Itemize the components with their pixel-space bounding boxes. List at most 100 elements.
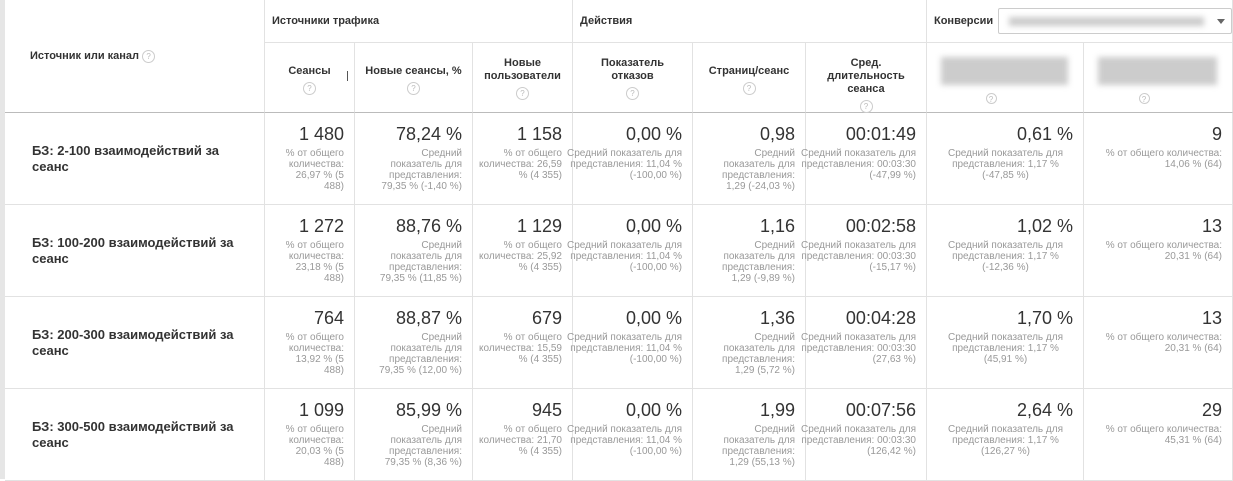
cell-value: 1,70 % xyxy=(1016,308,1073,328)
cell-value: 00:02:58 xyxy=(845,216,916,236)
cell-subtext: Средний показатель для представления: 11… xyxy=(567,148,682,181)
column-header-content: Сред. длительность сеанса? xyxy=(814,57,918,113)
column-header[interactable]: Сред. длительность сеанса? xyxy=(806,43,927,113)
cell-value: 13 xyxy=(1201,216,1222,236)
data-cell: 0,98 Средний показатель для представления… xyxy=(693,113,806,205)
cell-subtext: % от общего количества: 25,92 % (4 355) xyxy=(479,240,562,273)
cell-value: 9 xyxy=(1211,124,1222,144)
cell-subtext: % от общего количества: 26,59 % (4 355) xyxy=(479,148,562,181)
cell-subtext: Средний показатель для представления: 1,… xyxy=(722,240,795,284)
blurred-header xyxy=(941,57,1068,85)
data-cell: 0,00 % Средний показатель для представлен… xyxy=(567,297,693,389)
help-icon: ? xyxy=(626,87,639,100)
cell-value: 00:04:28 xyxy=(845,308,916,328)
row-label-cell: БЗ: 200-300 взаимодействий за сеанс xyxy=(5,297,265,389)
cell-subtext: Средний показатель для представления: 1,… xyxy=(722,332,795,376)
data-cell: 1 272 % от общего количества: 23,18 % (5 … xyxy=(265,205,355,297)
help-icon: ? xyxy=(303,82,316,95)
cell-value: 0,61 % xyxy=(1016,124,1073,144)
cell-subtext: % от общего количества: 14,06 % (64) xyxy=(1105,148,1222,170)
cell-value: 1,36 xyxy=(759,308,795,328)
help-icon: ? xyxy=(859,100,873,113)
blurred-header xyxy=(1098,57,1217,85)
cell-value: 764 xyxy=(313,308,344,328)
cell-value: 1,02 % xyxy=(1016,216,1073,236)
cell-value: 0,00 % xyxy=(625,124,682,144)
cell-subtext: % от общего количества: 13,92 % (5 488) xyxy=(285,332,344,376)
dropdown-arrow xyxy=(1217,19,1225,24)
data-cell: 1 099 % от общего количества: 20,03 % (5 … xyxy=(265,389,355,481)
column-header-content: Показатель отказов? xyxy=(581,57,684,100)
cell-subtext: Средний показатель для представления: 79… xyxy=(379,240,462,284)
cell-value: 13 xyxy=(1201,308,1222,328)
column-header[interactable]: Новые пользователи? xyxy=(473,43,573,113)
cell-subtext: Средний показатель для представления: 79… xyxy=(381,148,462,192)
cell-subtext: % от общего количества: 15,59 % (4 355) xyxy=(479,332,562,365)
help-icon: ? xyxy=(1138,93,1150,104)
cell-value: 88,76 % xyxy=(395,216,462,236)
column-title: Показатель отказов xyxy=(600,57,665,82)
data-cell: 29 % от общего количества: 45,31 % (64) xyxy=(1084,389,1233,481)
data-cell: 1,02 % Средний показатель для представлен… xyxy=(927,205,1084,297)
row-label-title: Источник или канал xyxy=(30,50,140,62)
column-header-content: Новые сеансы, %? xyxy=(363,65,464,95)
group-header: Источники трафика xyxy=(265,0,573,43)
data-cell: 2,64 % Средний показатель для представлен… xyxy=(927,389,1084,481)
column-title: Сред. длительность сеанса xyxy=(827,57,905,95)
data-cell: 00:01:49 Средний показатель для представл… xyxy=(801,113,927,205)
data-cell: 0,61 % Средний показатель для представлен… xyxy=(927,113,1084,205)
cell-subtext: Средний показатель для представления: 1,… xyxy=(948,148,1063,181)
cell-subtext: Средний показатель для представления: 1,… xyxy=(722,148,795,192)
column-title: Страниц/сеанс xyxy=(708,65,790,77)
cell-value: 00:07:56 xyxy=(845,400,916,420)
row-label: БЗ: 200-300 взаимодействий за сеанс xyxy=(32,327,234,358)
group-title: Источники трафика xyxy=(272,15,380,27)
row-label-cell: БЗ: 300-500 взаимодействий за сеанс xyxy=(5,389,265,481)
help-row: ? xyxy=(481,87,564,100)
help-icon: ? xyxy=(985,93,997,104)
row-label: БЗ: 100-200 взаимодействий за сеанс xyxy=(32,235,234,266)
data-cell: 78,24 % Средний показатель для представле… xyxy=(355,113,473,205)
data-cell: 0,00 % Средний показатель для представлен… xyxy=(567,205,693,297)
dropdown[interactable] xyxy=(998,8,1232,34)
cell-subtext: % от общего количества: 20,31 % (64) xyxy=(1105,332,1222,354)
cell-value: 0,98 xyxy=(759,124,795,144)
data-cell: 88,87 % Средний показатель для представле… xyxy=(355,297,473,389)
column-header: ? xyxy=(1084,43,1233,113)
dropdown-blurred-text xyxy=(1009,17,1204,26)
data-cell: 1 158 % от общего количества: 26,59 % (4 … xyxy=(473,113,573,205)
column-header[interactable]: Страниц/сеанс? xyxy=(693,43,806,113)
help-icon: ? xyxy=(516,87,529,100)
data-cell: 1,70 % Средний показатель для представлен… xyxy=(927,297,1084,389)
cell-subtext: Средний показатель для представления: 79… xyxy=(384,424,462,468)
cell-subtext: Средний показатель для представления: 11… xyxy=(567,240,682,273)
data-cell: 1 480 % от общего количества: 26,97 % (5 … xyxy=(265,113,355,205)
data-cell: 9 % от общего количества: 14,06 % (64) xyxy=(1084,113,1233,205)
data-cell: 85,99 % Средний показатель для представле… xyxy=(355,389,473,481)
cell-subtext: % от общего количества: 20,03 % (5 488) xyxy=(285,424,344,468)
cell-value: 1 099 xyxy=(298,400,344,420)
column-header[interactable]: Показатель отказов? xyxy=(573,43,693,113)
data-cell: 13 % от общего количества: 20,31 % (64) xyxy=(1084,297,1233,389)
cell-subtext: % от общего количества: 21,70 % (4 355) xyxy=(479,424,562,457)
cell-value: 1,16 xyxy=(759,216,795,236)
help-icon: ? xyxy=(742,82,756,95)
cell-value: 0,00 % xyxy=(625,308,682,328)
row-label: БЗ: 2-100 взаимодействий за сеанс xyxy=(32,143,220,174)
column-header[interactable]: Новые сеансы, %? xyxy=(355,43,473,113)
cell-value: 0,00 % xyxy=(625,216,682,236)
data-cell: 0,00 % Средний показатель для представлен… xyxy=(567,113,693,205)
cell-value: 88,87 % xyxy=(395,308,462,328)
cell-value: 85,99 % xyxy=(395,400,462,420)
cell-subtext: % от общего количества: 23,18 % (5 488) xyxy=(285,240,344,284)
data-cell: 88,76 % Средний показатель для представле… xyxy=(355,205,473,297)
column-header[interactable]: Сеансы? xyxy=(265,43,355,113)
left-strip xyxy=(0,0,5,479)
cell-value: 0,00 % xyxy=(625,400,682,420)
row-label-cell: БЗ: 100-200 взаимодействий за сеанс xyxy=(5,205,265,297)
data-cell: 00:07:56 Средний показатель для представл… xyxy=(801,389,927,481)
help-icon: ? xyxy=(142,50,156,63)
row-label-cell: БЗ: 2-100 взаимодействий за сеанс xyxy=(5,113,265,205)
data-cell: 1,99 Средний показатель для представления… xyxy=(693,389,806,481)
